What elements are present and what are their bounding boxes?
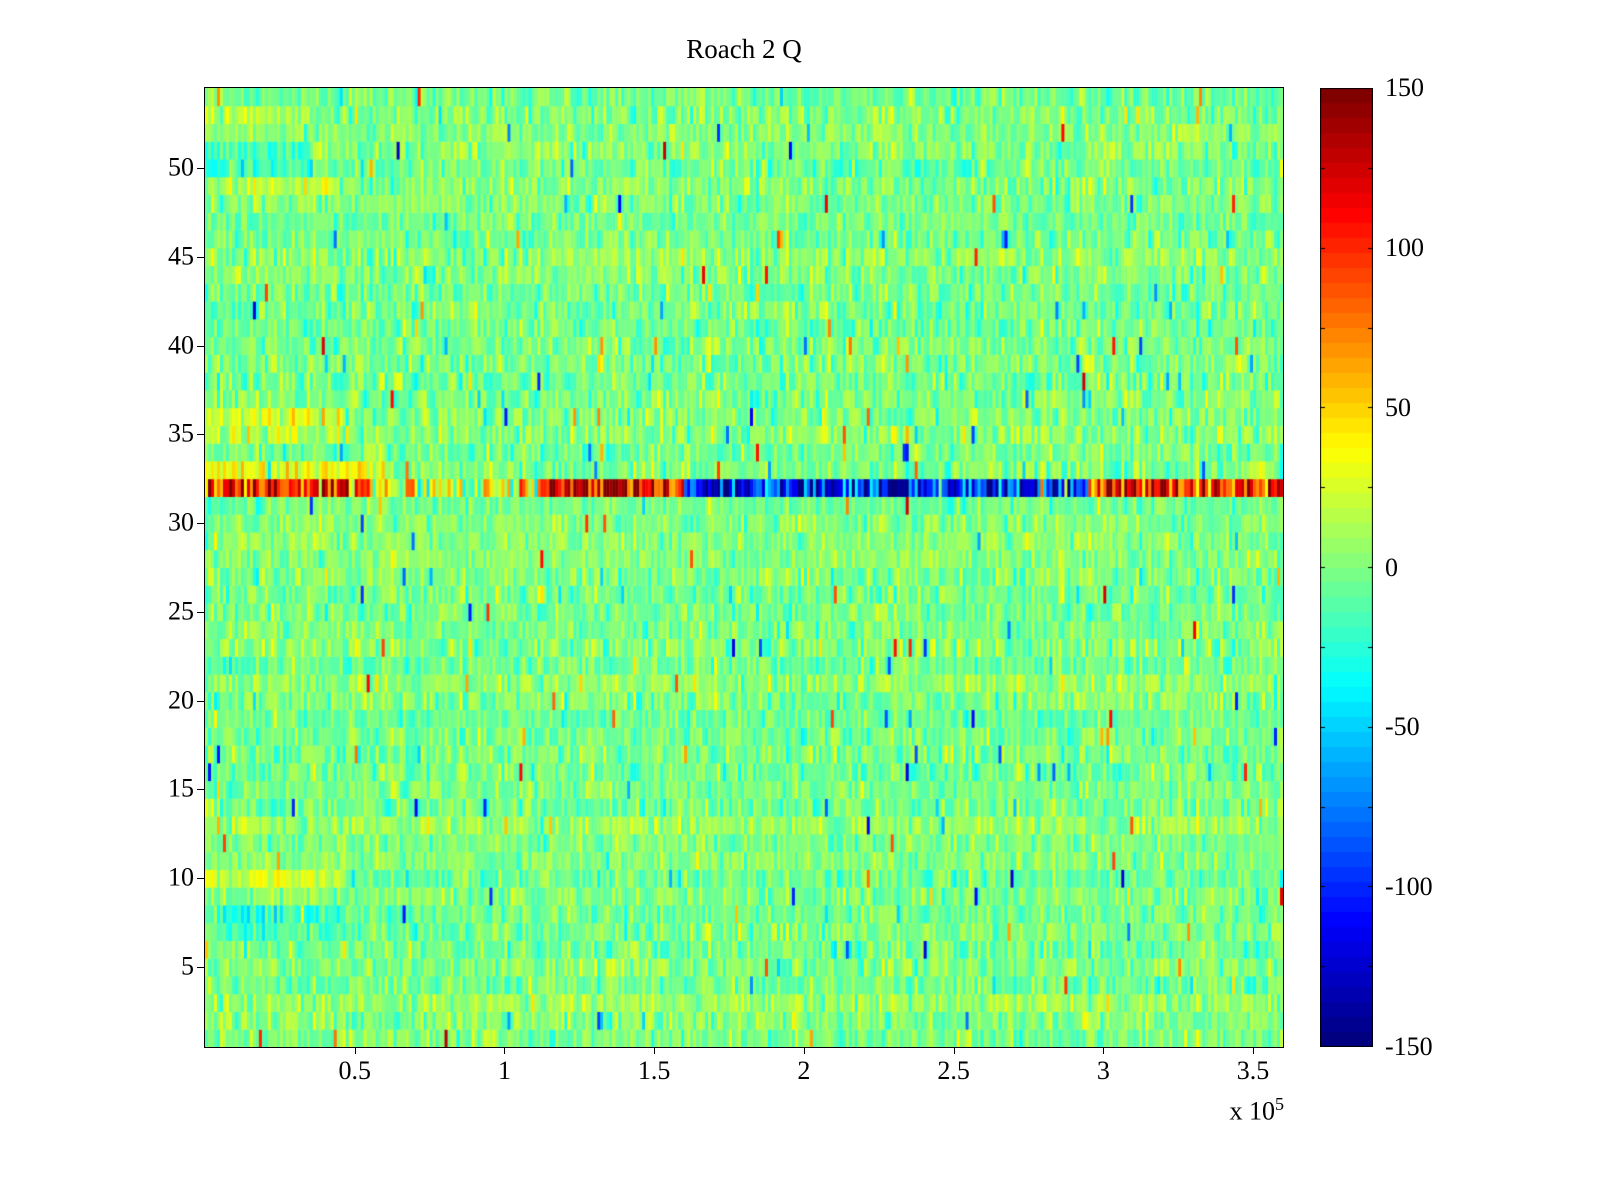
colorbar-tick-label: 100 xyxy=(1385,232,1424,262)
y-tick xyxy=(197,523,205,525)
x-tick xyxy=(354,1047,356,1054)
x-axis-multiplier-base: x 10 xyxy=(1229,1096,1276,1126)
x-tick-label: 1 xyxy=(497,1056,511,1085)
x-tick-label: 0.5 xyxy=(338,1056,371,1085)
y-tick xyxy=(197,967,205,969)
y-tick-label: 25 xyxy=(168,596,194,626)
x-tick-label: 3.5 xyxy=(1236,1056,1270,1085)
x-axis-multiplier: x 105 xyxy=(1154,1094,1285,1127)
x-tick xyxy=(654,1047,656,1054)
y-tick xyxy=(197,611,205,613)
y-tick-label: 45 xyxy=(168,241,194,271)
y-tick xyxy=(197,167,205,169)
y-tick xyxy=(197,256,205,258)
colorbar-tick-label: -50 xyxy=(1385,712,1420,742)
x-tick-label: 1.5 xyxy=(637,1056,671,1085)
x-axis-multiplier-exp: 5 xyxy=(1275,1094,1284,1114)
y-tick xyxy=(197,700,205,702)
x-tick xyxy=(953,1047,955,1054)
colorbar-tick-label: 50 xyxy=(1385,392,1411,422)
y-tick-label: 10 xyxy=(168,862,194,892)
colorbar-tick-label: -100 xyxy=(1385,872,1433,902)
x-tick-label: 2 xyxy=(797,1056,811,1085)
x-tick xyxy=(1253,1047,1255,1054)
y-tick-label: 40 xyxy=(168,329,194,359)
y-tick xyxy=(197,345,205,347)
colorbar-tick-label: 150 xyxy=(1385,73,1424,102)
x-tick xyxy=(1103,1047,1105,1054)
y-tick-label: 5 xyxy=(181,951,194,981)
x-tick-label: 3 xyxy=(1096,1056,1110,1085)
colorbar-tick-label: 0 xyxy=(1385,552,1398,582)
heatmap-canvas xyxy=(205,88,1283,1047)
y-tick-label: 35 xyxy=(168,418,194,448)
x-tick xyxy=(803,1047,805,1054)
y-tick xyxy=(197,434,205,436)
colorbar-tick-label: -150 xyxy=(1385,1032,1433,1061)
y-tick-label: 15 xyxy=(168,773,194,803)
x-tick xyxy=(504,1047,506,1054)
y-tick-label: 20 xyxy=(168,685,194,715)
y-tick-label: 50 xyxy=(168,152,194,182)
x-tick-label: 2.5 xyxy=(937,1056,970,1085)
y-tick-label: 30 xyxy=(168,507,194,537)
y-tick xyxy=(197,789,205,791)
colorbar-canvas xyxy=(1320,88,1373,1047)
chart-title: Roach 2 Q xyxy=(686,34,802,64)
y-tick xyxy=(197,878,205,880)
